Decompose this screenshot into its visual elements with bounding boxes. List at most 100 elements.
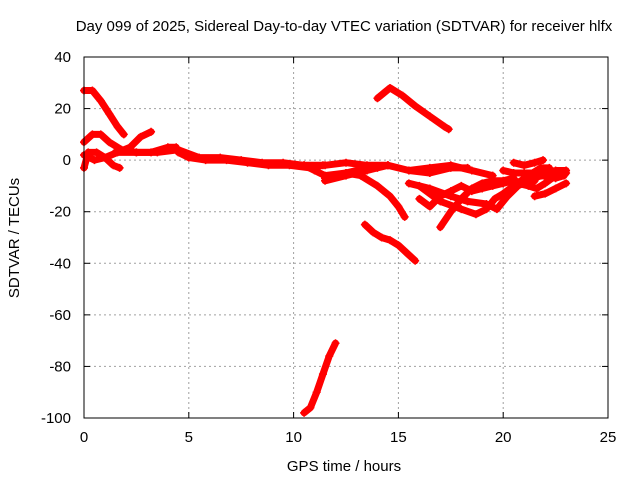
- data-point: [551, 184, 560, 193]
- data-point: [541, 179, 550, 188]
- data-point: [243, 158, 252, 167]
- data-point: [551, 166, 560, 175]
- data-point: [111, 148, 120, 157]
- data-point: [436, 192, 445, 201]
- data-point: [457, 205, 466, 214]
- data-point: [100, 153, 109, 162]
- data-point: [90, 156, 99, 165]
- data-point: [467, 166, 476, 175]
- chart-title: Day 099 of 2025, Sidereal Day-to-day VTE…: [76, 18, 613, 35]
- data-point: [520, 161, 529, 170]
- data-point: [530, 176, 539, 185]
- series-trace: [510, 156, 547, 169]
- data-point: [386, 83, 395, 92]
- series-arc-u: [300, 339, 340, 417]
- grid-lines: [84, 57, 608, 418]
- data-point: [457, 194, 466, 203]
- data-point: [471, 210, 480, 219]
- data-point: [394, 241, 403, 250]
- data-point: [184, 153, 193, 162]
- data-point: [386, 192, 395, 201]
- y-tick-label: -80: [49, 358, 71, 375]
- data-point: [96, 96, 105, 105]
- data-point: [499, 189, 508, 198]
- y-tick-label: -40: [49, 255, 71, 272]
- data-point: [115, 163, 124, 172]
- data-point: [147, 127, 156, 136]
- data-point: [331, 339, 340, 348]
- data-point: [318, 370, 327, 379]
- data-point: [415, 181, 424, 190]
- data-point: [425, 112, 434, 121]
- y-tick-label: 40: [54, 49, 71, 66]
- series-arc-t: [360, 220, 420, 265]
- data-point: [446, 161, 455, 170]
- data-point: [136, 132, 145, 141]
- data-point: [96, 130, 105, 139]
- data-point: [541, 169, 550, 178]
- y-axis-label: SDTVAR / TECUs: [6, 178, 23, 298]
- data-point: [325, 352, 334, 361]
- data-point: [446, 187, 455, 196]
- data-point: [321, 176, 330, 185]
- x-tick-label: 5: [185, 429, 193, 446]
- data-point: [499, 166, 508, 175]
- data-point: [88, 86, 97, 95]
- data-point: [478, 179, 487, 188]
- data-point: [342, 171, 350, 180]
- data-point: [411, 256, 420, 265]
- data-point: [400, 212, 409, 221]
- data-point: [509, 158, 518, 167]
- data-point: [509, 169, 518, 178]
- data-point: [490, 194, 499, 203]
- data-point: [444, 125, 453, 134]
- data-point: [446, 207, 455, 216]
- data-point: [404, 166, 413, 175]
- data-point: [425, 202, 434, 211]
- data-point: [88, 130, 97, 139]
- data-point: [342, 158, 350, 167]
- data-point: [394, 202, 403, 211]
- plot-area: [80, 83, 571, 417]
- y-tick-label: -60: [49, 307, 71, 324]
- data-point: [425, 163, 434, 172]
- data-point: [300, 161, 309, 170]
- data-point: [463, 197, 472, 206]
- data-point: [440, 122, 449, 131]
- data-point: [377, 233, 386, 242]
- series-arc-a: [80, 86, 128, 139]
- data-point: [562, 179, 571, 188]
- data-point: [132, 148, 141, 157]
- data-point: [306, 403, 315, 412]
- data-point: [362, 166, 371, 175]
- data-point: [482, 205, 491, 214]
- data-point: [562, 166, 571, 175]
- y-tick-label: -100: [41, 410, 71, 427]
- data-point: [264, 161, 273, 170]
- data-point: [369, 228, 378, 237]
- data-point: [174, 148, 183, 157]
- data-point: [513, 179, 522, 188]
- data-point: [488, 176, 497, 185]
- data-point: [222, 156, 231, 165]
- data-point: [539, 156, 548, 165]
- data-point: [541, 189, 550, 198]
- series-arc-q: [509, 156, 548, 170]
- data-point: [285, 161, 294, 170]
- data-point: [105, 138, 114, 147]
- data-point: [109, 161, 118, 170]
- series-arc-r: [530, 179, 571, 201]
- series-arc-s: [373, 83, 453, 134]
- x-tick-label: 20: [495, 429, 512, 446]
- data-point: [119, 130, 128, 139]
- data-point: [201, 156, 210, 165]
- y-tick-label: 0: [63, 152, 71, 169]
- data-point: [373, 94, 382, 103]
- data-point: [113, 122, 122, 131]
- data-point: [530, 169, 539, 178]
- data-point: [312, 388, 321, 397]
- data-point: [532, 184, 541, 193]
- series-arc-p: [499, 166, 571, 178]
- data-point: [411, 101, 420, 110]
